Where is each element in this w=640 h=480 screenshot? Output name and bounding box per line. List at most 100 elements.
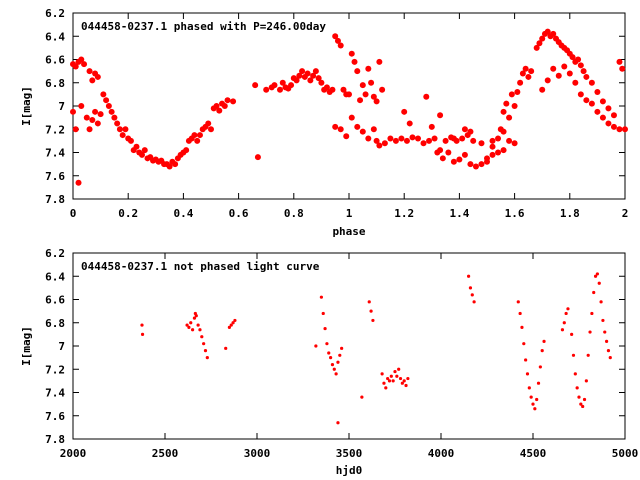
data-point xyxy=(111,114,118,121)
data-point xyxy=(92,108,99,115)
data-point xyxy=(318,79,325,86)
data-point xyxy=(561,63,568,70)
data-point xyxy=(277,86,283,93)
chart-title: 044458-0237.1 not phased light curve xyxy=(81,260,320,273)
data-point xyxy=(330,363,335,367)
data-point xyxy=(533,44,540,51)
data-point xyxy=(566,70,573,77)
data-point xyxy=(599,114,606,121)
data-point xyxy=(233,318,237,323)
data-point xyxy=(337,42,344,49)
y-tick-label: 7.8 xyxy=(45,433,65,446)
data-point xyxy=(185,323,189,327)
data-point xyxy=(89,77,96,84)
x-tick-label: 4000 xyxy=(428,447,455,460)
plot-frame xyxy=(72,252,626,440)
data-point xyxy=(387,135,394,142)
data-point xyxy=(584,379,588,383)
data-point xyxy=(398,135,405,142)
data-point xyxy=(431,135,438,142)
data-point xyxy=(572,79,579,86)
data-point xyxy=(103,97,110,104)
data-point xyxy=(336,360,340,364)
data-point xyxy=(406,376,410,381)
y-tick-label: 7.2 xyxy=(45,363,65,376)
y-tick-label: 6.2 xyxy=(45,7,65,20)
data-point xyxy=(198,328,202,332)
axis-ticks: 2000 2500 3000 3500 4000 4500 5000 6.2 6.4 6.6 6.8… xyxy=(45,247,638,460)
data-point xyxy=(122,126,129,133)
data-point xyxy=(116,126,123,133)
data-point xyxy=(338,353,342,357)
data-point xyxy=(577,62,584,69)
data-point xyxy=(86,68,93,75)
data-point xyxy=(397,367,401,371)
data-point xyxy=(362,91,369,98)
data-point xyxy=(536,40,543,47)
data-point xyxy=(140,323,144,327)
data-point xyxy=(100,91,107,98)
data-point xyxy=(384,386,388,390)
x-tick-label: 1.4 xyxy=(449,207,469,220)
data-point xyxy=(525,372,530,376)
data-point xyxy=(544,28,551,35)
data-point xyxy=(503,100,510,107)
data-point xyxy=(81,61,88,68)
data-point xyxy=(562,321,566,325)
x-tick-label: 3500 xyxy=(336,447,363,460)
data-point xyxy=(216,107,223,114)
data-point xyxy=(616,58,623,65)
data-point xyxy=(393,369,397,374)
x-tick-label: 1.6 xyxy=(505,207,525,220)
data-point xyxy=(456,156,463,163)
y-tick-label: 6.6 xyxy=(45,294,65,307)
data-point xyxy=(310,72,317,79)
data-point xyxy=(599,98,606,105)
data-point xyxy=(586,353,590,357)
data-point xyxy=(484,155,490,162)
data-point xyxy=(459,135,466,142)
data-point xyxy=(564,311,568,316)
data-point xyxy=(500,147,507,154)
data-point xyxy=(391,379,395,383)
data-point xyxy=(139,151,145,158)
data-point xyxy=(327,351,331,355)
data-point xyxy=(423,93,430,100)
data-point xyxy=(442,137,449,144)
x-tick-label: 2000 xyxy=(60,447,87,460)
axis-ticks: 0 0.2 0.4 0.6 0.8 1 1.2 1.4 1.6 1.8 2 6.2 6.4 6.6 6.8 7… xyxy=(45,7,628,220)
x-axis-label: phase xyxy=(332,225,365,238)
y-tick-label: 6.2 xyxy=(45,247,65,260)
x-tick-label: 2500 xyxy=(152,447,179,460)
data-point xyxy=(506,137,513,144)
data-point xyxy=(382,381,386,385)
data-point xyxy=(514,89,521,96)
data-point xyxy=(601,318,605,323)
data-point xyxy=(522,65,529,72)
data-point xyxy=(420,140,427,147)
data-point xyxy=(89,116,96,123)
data-point xyxy=(533,407,537,411)
data-point xyxy=(605,105,612,112)
data-point xyxy=(573,372,577,376)
data-point xyxy=(594,108,601,115)
data-point xyxy=(570,332,574,336)
data-point xyxy=(528,68,535,75)
y-tick-label: 7.8 xyxy=(45,193,65,206)
data-point xyxy=(252,82,259,89)
data-point xyxy=(595,272,600,276)
data-point xyxy=(519,70,526,77)
y-tick-label: 6.4 xyxy=(45,30,65,43)
data-point xyxy=(288,82,295,89)
data-point xyxy=(376,58,383,65)
data-point xyxy=(83,114,90,121)
data-point xyxy=(520,325,524,329)
data-point xyxy=(357,97,364,104)
data-point xyxy=(470,293,474,297)
data-point xyxy=(472,163,479,170)
data-point xyxy=(495,149,502,156)
data-point xyxy=(325,342,329,346)
data-point xyxy=(213,103,220,109)
y-axis-label: I[mag] xyxy=(20,86,33,126)
data-point xyxy=(550,65,557,72)
